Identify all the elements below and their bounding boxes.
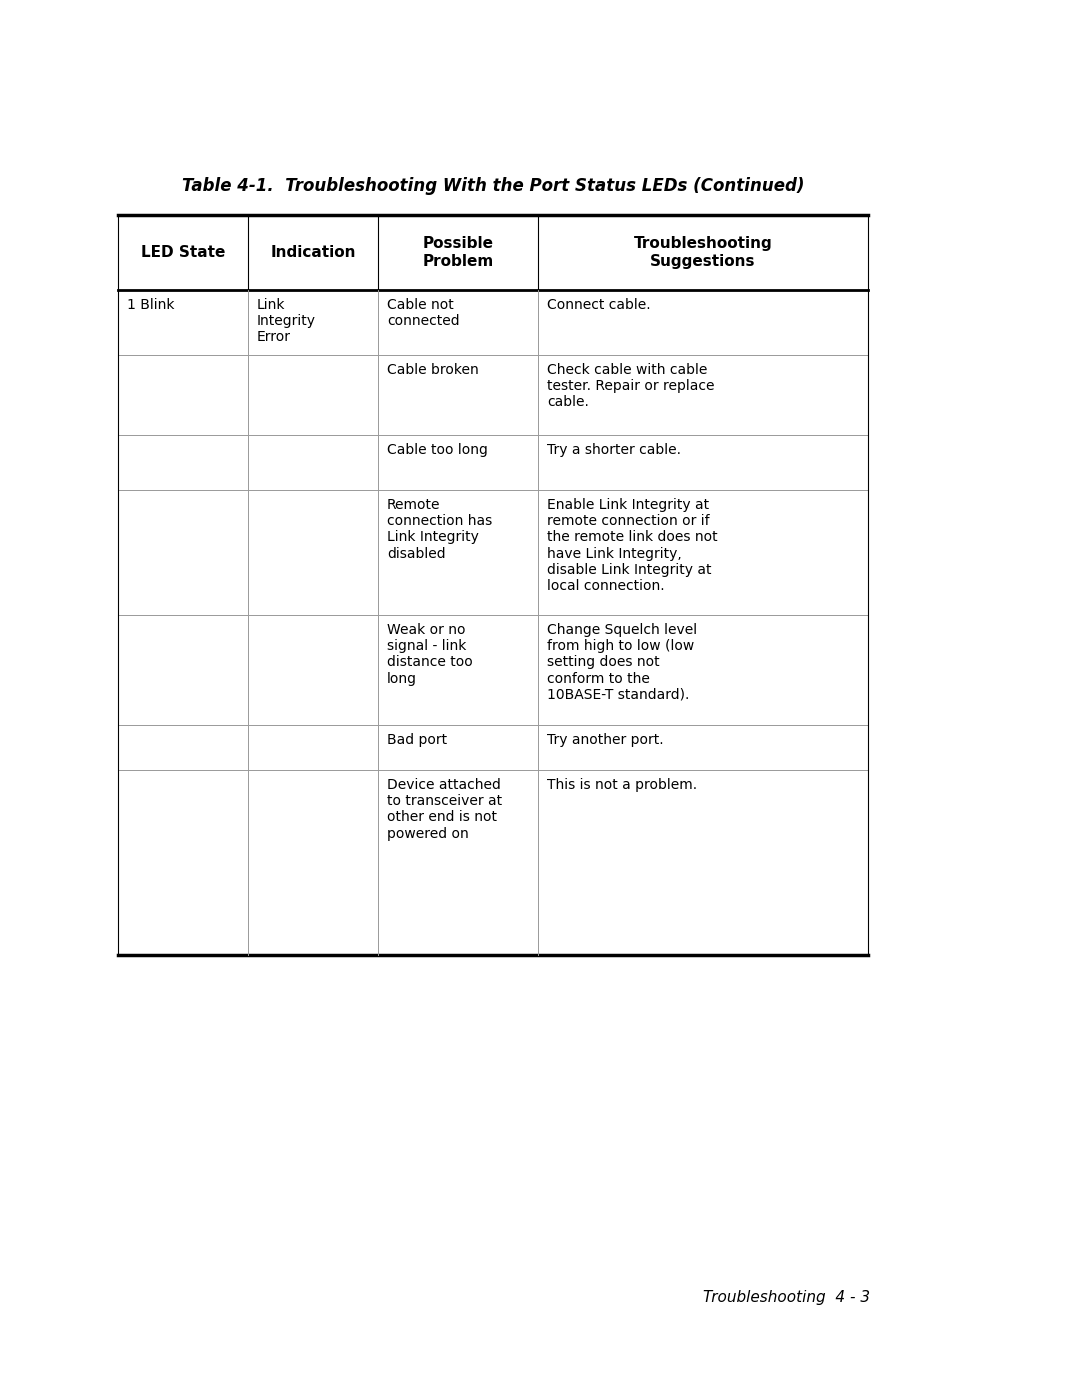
Text: Indication: Indication (270, 244, 355, 260)
Text: This is not a problem.: This is not a problem. (546, 778, 697, 792)
Text: Remote
connection has
Link Integrity
disabled: Remote connection has Link Integrity dis… (387, 497, 492, 560)
Text: Cable broken: Cable broken (387, 363, 478, 377)
Text: Enable Link Integrity at
remote connection or if
the remote link does not
have L: Enable Link Integrity at remote connecti… (546, 497, 717, 592)
Text: Cable not
connected: Cable not connected (387, 298, 460, 328)
Text: Try a shorter cable.: Try a shorter cable. (546, 443, 681, 457)
Text: LED State: LED State (140, 244, 226, 260)
Text: Try another port.: Try another port. (546, 733, 663, 747)
Text: Possible
Problem: Possible Problem (422, 236, 494, 268)
Text: Troubleshooting
Suggestions: Troubleshooting Suggestions (634, 236, 772, 268)
Text: Link
Integrity
Error: Link Integrity Error (257, 298, 316, 345)
Text: Cable too long: Cable too long (387, 443, 488, 457)
Text: 1 Blink: 1 Blink (127, 298, 175, 312)
Text: Device attached
to transceiver at
other end is not
powered on: Device attached to transceiver at other … (387, 778, 502, 841)
Text: Troubleshooting  4 - 3: Troubleshooting 4 - 3 (703, 1289, 870, 1305)
Text: Change Squelch level
from high to low (low
setting does not
conform to the
10BAS: Change Squelch level from high to low (l… (546, 623, 697, 701)
Text: Connect cable.: Connect cable. (546, 298, 650, 312)
Text: Table 4-1.  Troubleshooting With the Port Status LEDs (Continued): Table 4-1. Troubleshooting With the Port… (181, 177, 805, 196)
Text: Bad port: Bad port (387, 733, 447, 747)
Text: Check cable with cable
tester. Repair or replace
cable.: Check cable with cable tester. Repair or… (546, 363, 715, 409)
Text: Weak or no
signal - link
distance too
long: Weak or no signal - link distance too lo… (387, 623, 473, 686)
